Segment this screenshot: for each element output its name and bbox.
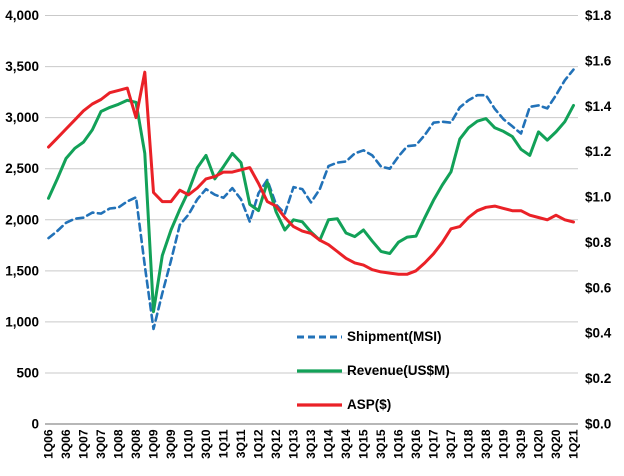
x-axis-tick-label: 1Q07 (77, 429, 91, 459)
left-axis-tick-label: 3,500 (5, 59, 39, 74)
left-axis-tick-label: 1,000 (5, 314, 39, 329)
x-axis-tick-label: 1Q08 (112, 429, 126, 459)
legend-label-shipment: Shipment(MSI) (347, 329, 442, 344)
series-line-shipment-msi (47, 68, 575, 331)
legend-item-shipment: Shipment(MSI) (296, 326, 450, 347)
x-axis-tick-label: 1Q18 (462, 429, 476, 459)
right-axis-tick-label: $0.4 (585, 326, 612, 341)
legend-item-revenue: Revenue(US$M) (296, 360, 450, 381)
x-axis-tick-label: 3Q11 (234, 429, 248, 458)
left-axis-tick-label: 4,000 (5, 8, 39, 23)
legend-label-revenue: Revenue(US$M) (347, 363, 450, 378)
right-axis-tick-label: $1.6 (585, 53, 612, 68)
x-axis-tick-label: 3Q10 (199, 429, 213, 459)
x-axis-tick-label: 1Q11 (217, 429, 231, 458)
left-axis-tick-label: 2,500 (5, 161, 39, 176)
x-axis-tick-label: 3Q14 (339, 429, 353, 459)
x-axis-tick-label: 3Q09 (164, 429, 178, 459)
x-axis-tick-label: 1Q10 (182, 429, 196, 459)
x-axis-tick-label: 3Q13 (304, 429, 318, 459)
x-axis-tick-label: 1Q21 (567, 429, 581, 459)
x-axis-tick-label: 1Q06 (42, 429, 56, 459)
x-axis-tick-label: 3Q12 (269, 429, 283, 459)
revenue-solid-line-sample (297, 368, 342, 373)
right-axis-tick-label: $0.6 (585, 280, 612, 295)
x-axis-tick-label: 3Q19 (514, 429, 528, 459)
x-axis-tick-label: 1Q15 (357, 429, 371, 459)
asp-solid-line-sample (297, 402, 342, 407)
right-axis-tick-label: $0.0 (585, 417, 611, 432)
legend-item-asp: ASP($) (296, 394, 450, 415)
x-axis-tick-label: 1Q13 (287, 429, 301, 459)
x-axis-tick-label: 3Q17 (444, 429, 458, 459)
x-axis-tick-label: 1Q17 (427, 429, 441, 459)
x-axis-tick-label: 3Q15 (374, 429, 388, 459)
x-axis-tick-label: 3Q08 (129, 429, 143, 459)
left-axis-tick-label: 500 (16, 365, 39, 380)
chart-legend: Shipment(MSI) Revenue(US$M) ASP($) (296, 326, 450, 415)
legend-label-asp: ASP($) (347, 397, 392, 412)
left-axis-tick-label: 2,000 (5, 212, 39, 227)
shipment-dashed-line-sample (297, 335, 342, 338)
x-axis-tick-label: 1Q14 (322, 429, 336, 459)
right-axis-tick-label: $0.2 (585, 371, 611, 386)
x-axis-tick-label: 1Q20 (532, 429, 546, 459)
left-axis-tick-label: 3,000 (5, 110, 39, 125)
x-axis-tick-label: 3Q06 (59, 429, 73, 459)
series-line-asp (47, 70, 575, 276)
right-axis-tick-label: $1.8 (585, 8, 612, 23)
x-axis-tick-label: 3Q18 (479, 429, 493, 459)
x-axis-tick-label: 3Q07 (94, 429, 108, 459)
left-axis-tick-label: 1,500 (5, 263, 39, 278)
x-axis-tick-label: 3Q16 (409, 429, 423, 459)
left-axis-tick-label: 0 (31, 417, 39, 432)
right-axis-tick-label: $0.8 (585, 235, 612, 250)
right-axis-tick-label: $1.0 (585, 190, 611, 205)
x-axis-tick-label: 1Q09 (147, 429, 161, 459)
x-axis-tick-label: 1Q19 (497, 429, 511, 459)
x-axis-tick-label: 3Q20 (549, 429, 563, 459)
right-axis-tick-label: $1.2 (585, 144, 611, 159)
right-axis-tick-label: $1.4 (585, 99, 612, 114)
x-axis-tick-label: 1Q12 (252, 429, 266, 459)
x-axis-tick-label: 1Q16 (392, 429, 406, 459)
